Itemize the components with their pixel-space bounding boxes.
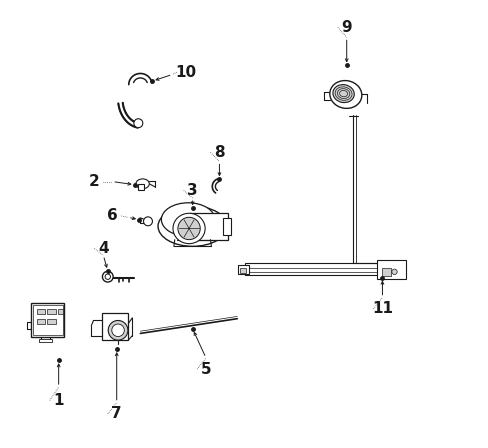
Bar: [37, 319, 45, 324]
Text: 7: 7: [111, 406, 122, 421]
Text: 6: 6: [107, 208, 118, 224]
Ellipse shape: [158, 206, 227, 246]
Bar: [102, 313, 128, 340]
Circle shape: [392, 269, 397, 275]
Bar: [47, 319, 56, 324]
Bar: [223, 218, 231, 235]
Bar: [382, 268, 391, 276]
Bar: [238, 265, 249, 275]
Circle shape: [102, 271, 113, 282]
Text: 8: 8: [214, 145, 225, 160]
Ellipse shape: [173, 213, 205, 244]
Ellipse shape: [162, 203, 215, 236]
Text: 5: 5: [201, 362, 211, 377]
Text: 3: 3: [187, 183, 198, 198]
Ellipse shape: [333, 85, 354, 103]
Text: 9: 9: [342, 20, 352, 35]
Circle shape: [108, 320, 128, 340]
Bar: [39, 339, 52, 342]
Text: 10: 10: [175, 65, 197, 80]
Ellipse shape: [178, 217, 200, 240]
Bar: [33, 305, 62, 335]
Ellipse shape: [136, 179, 149, 189]
Text: 11: 11: [372, 302, 393, 316]
Bar: [190, 213, 228, 240]
Ellipse shape: [337, 89, 350, 99]
Bar: [241, 268, 246, 273]
Circle shape: [112, 324, 124, 336]
Bar: [138, 184, 144, 190]
Bar: [377, 260, 406, 279]
Bar: [245, 263, 404, 276]
Circle shape: [143, 217, 152, 226]
Text: 4: 4: [98, 241, 109, 256]
Ellipse shape: [330, 81, 362, 108]
Bar: [58, 309, 63, 314]
Bar: [31, 303, 64, 336]
Ellipse shape: [335, 87, 352, 100]
Bar: [47, 309, 56, 314]
Ellipse shape: [340, 90, 347, 97]
Text: 1: 1: [53, 393, 64, 408]
Bar: [37, 309, 45, 314]
Circle shape: [134, 119, 143, 128]
Text: 2: 2: [89, 174, 100, 189]
Circle shape: [105, 274, 110, 280]
